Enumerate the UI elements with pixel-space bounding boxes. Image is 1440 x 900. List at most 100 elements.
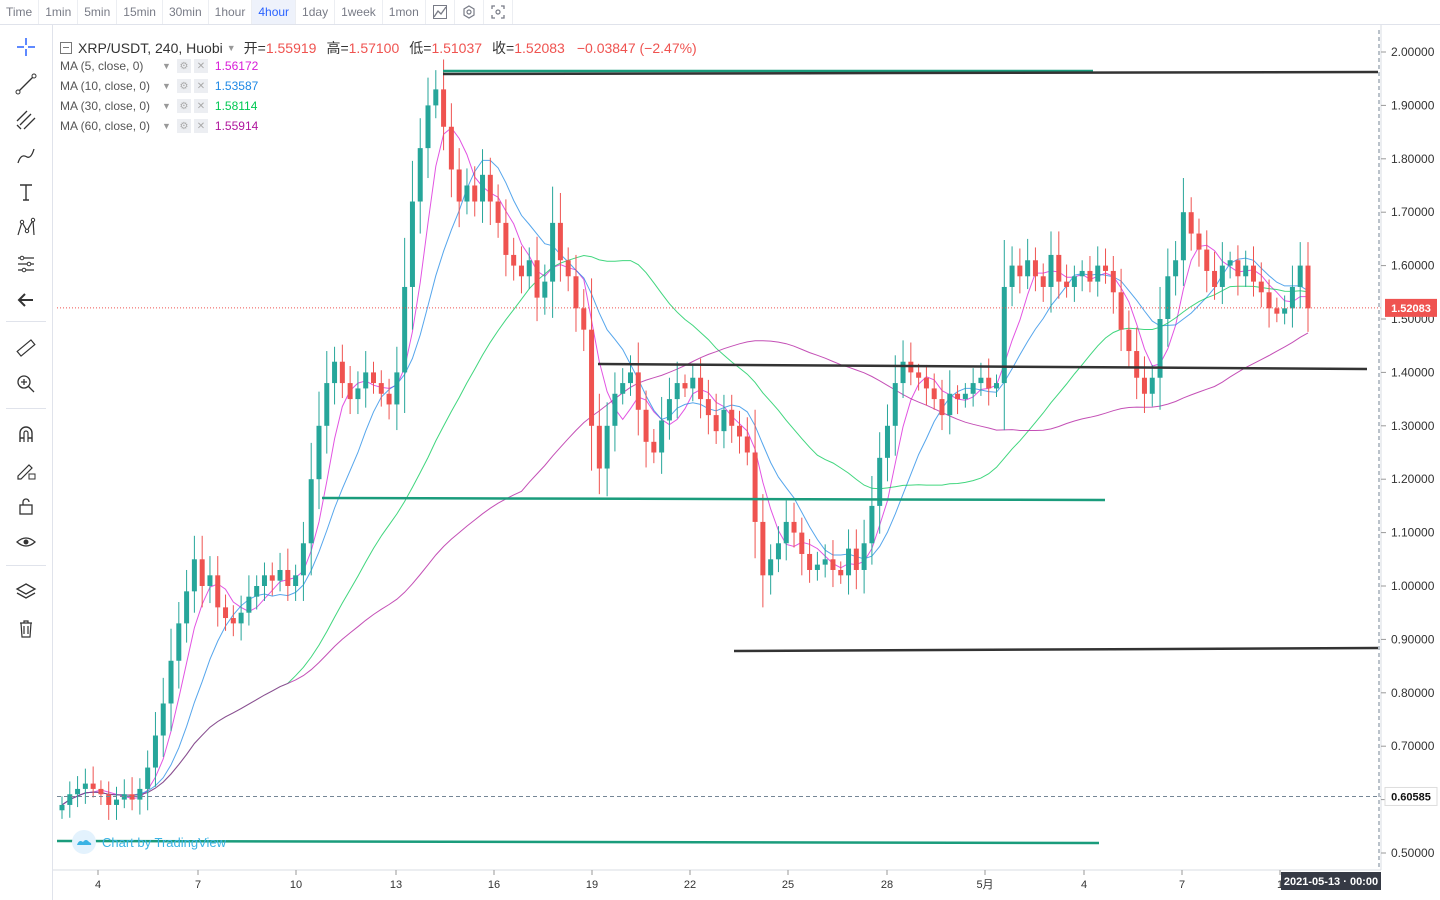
candle-body (978, 377, 984, 384)
candle-body (962, 393, 968, 400)
prediction-tool-icon[interactable] (8, 249, 44, 279)
candle-body (627, 372, 633, 384)
magnet-icon[interactable] (8, 419, 44, 449)
indicator-ma60[interactable]: MA (60, close, 0) ▼ ⚙ ✕ 1.55914 (60, 119, 258, 133)
candle-body (892, 383, 898, 426)
candle-body (121, 794, 127, 800)
price-tick-label: 1.80000 (1391, 152, 1435, 166)
price-tick-label: 2.00000 (1391, 45, 1435, 59)
candle-body (1274, 308, 1280, 314)
candle-body (129, 794, 135, 800)
chevron-down-icon[interactable]: ▼ (162, 61, 171, 71)
crosshair-icon[interactable] (8, 32, 44, 62)
candle-body (114, 799, 120, 805)
timeframe-1day[interactable]: 1day (296, 0, 336, 24)
chevron-down-icon[interactable]: ▼ (162, 81, 171, 91)
timeframe-1mon[interactable]: 1mon (383, 0, 426, 24)
candle-body (807, 553, 813, 570)
fullscreen-icon[interactable] (484, 0, 513, 24)
zoom-in-icon[interactable] (8, 369, 44, 399)
timeframe-1hour[interactable]: 1hour (209, 0, 253, 24)
gear-icon[interactable]: ⚙ (176, 119, 191, 133)
settings-icon[interactable] (455, 0, 484, 24)
timeframe-4hour[interactable]: 4hour (252, 0, 297, 24)
collapse-icon[interactable] (60, 42, 72, 54)
candle-body (1282, 308, 1288, 314)
tradingview-watermark[interactable]: Chart by TradingView (72, 830, 226, 854)
candle-body (612, 393, 618, 426)
candle-body (690, 377, 696, 389)
candle-body (456, 169, 462, 202)
candle-body (1297, 265, 1303, 287)
chevron-down-icon[interactable]: ▼ (162, 101, 171, 111)
candle-body (503, 222, 509, 255)
candle-body (137, 788, 143, 800)
price-tick-label: 0.90000 (1391, 632, 1435, 646)
timeframe-toolbar: Time 1min 5min 15min 30min 1hour 4hour 1day 1wee… (0, 0, 1440, 25)
symbol-title[interactable]: XRP/USDT, 240, Huobi (78, 40, 223, 56)
indicator-ma10[interactable]: MA (10, close, 0) ▼ ⚙ ✕ 1.53587 (60, 79, 258, 93)
candle-body (900, 361, 906, 384)
unlock-icon[interactable] (8, 491, 44, 521)
timeframe-time[interactable]: Time (0, 0, 40, 24)
close-icon[interactable]: ✕ (193, 79, 208, 93)
candle-body (659, 420, 665, 453)
brush-tool-icon[interactable] (8, 141, 44, 171)
indicator-ma30[interactable]: MA (30, close, 0) ▼ ⚙ ✕ 1.58114 (60, 99, 257, 113)
crosshair-time-badge (1281, 872, 1381, 890)
candle-body (223, 607, 229, 619)
candle-body (1110, 270, 1116, 293)
pattern-tool-icon[interactable] (8, 213, 44, 243)
candle-body (542, 281, 548, 298)
candle-body (1204, 249, 1210, 271)
gear-icon[interactable]: ⚙ (176, 79, 191, 93)
chevron-down-icon[interactable]: ▼ (162, 121, 171, 131)
close-icon[interactable]: ✕ (193, 99, 208, 113)
layers-icon[interactable] (8, 577, 44, 607)
indicator-ma5[interactable]: MA (5, close, 0) ▼ ⚙ ✕ 1.56172 (60, 59, 258, 73)
trend-line (321, 496, 1106, 502)
chart-style-icon[interactable] (426, 0, 455, 24)
eye-icon[interactable] (8, 527, 44, 557)
indicator-label: MA (5, close, 0) (60, 59, 144, 73)
lock-drawing-icon[interactable] (8, 455, 44, 485)
candle-body (409, 201, 415, 287)
candlestick-series (59, 59, 1311, 820)
low-value: 1.51037 (431, 40, 483, 56)
open-value: 1.55919 (265, 40, 317, 56)
candle-body (869, 505, 875, 544)
text-tool-icon[interactable] (8, 177, 44, 207)
time-tick-label: 16 (488, 879, 500, 891)
candle-body (254, 586, 260, 597)
candle-body (760, 521, 766, 576)
close-icon[interactable]: ✕ (193, 59, 208, 73)
timeframe-1week[interactable]: 1week (335, 0, 383, 24)
chevron-down-icon[interactable]: ▼ (226, 43, 236, 53)
timeframe-15min[interactable]: 15min (117, 0, 163, 24)
pitchfork-tool-icon[interactable] (8, 105, 44, 135)
time-tick-label: 1 (1277, 879, 1283, 891)
candle-body (550, 222, 556, 282)
candle-body (246, 596, 252, 613)
trash-icon[interactable] (8, 613, 44, 643)
candle-body (1258, 281, 1264, 293)
symbol-legend: XRP/USDT, 240, Huobi ▼ 开= 1.55919 高= 1.5… (60, 38, 697, 58)
candle-body (1134, 351, 1140, 378)
timeframe-5min[interactable]: 5min (78, 0, 118, 24)
timeframe-1min[interactable]: 1min (39, 0, 79, 24)
time-tick-label: 7 (195, 879, 201, 891)
candle-body (324, 383, 330, 426)
timeframe-30min[interactable]: 30min (163, 0, 209, 24)
gear-icon[interactable]: ⚙ (176, 99, 191, 113)
back-arrow-icon[interactable] (8, 285, 44, 315)
ruler-icon[interactable] (8, 333, 44, 363)
open-label: 开= (243, 40, 266, 56)
close-icon[interactable]: ✕ (193, 119, 208, 133)
gear-icon[interactable]: ⚙ (176, 59, 191, 73)
candle-body (394, 372, 400, 405)
candle-body (145, 767, 151, 789)
indicator-value: 1.58114 (214, 99, 258, 113)
candle-body (464, 185, 470, 202)
trend-line-tool-icon[interactable] (8, 69, 44, 99)
